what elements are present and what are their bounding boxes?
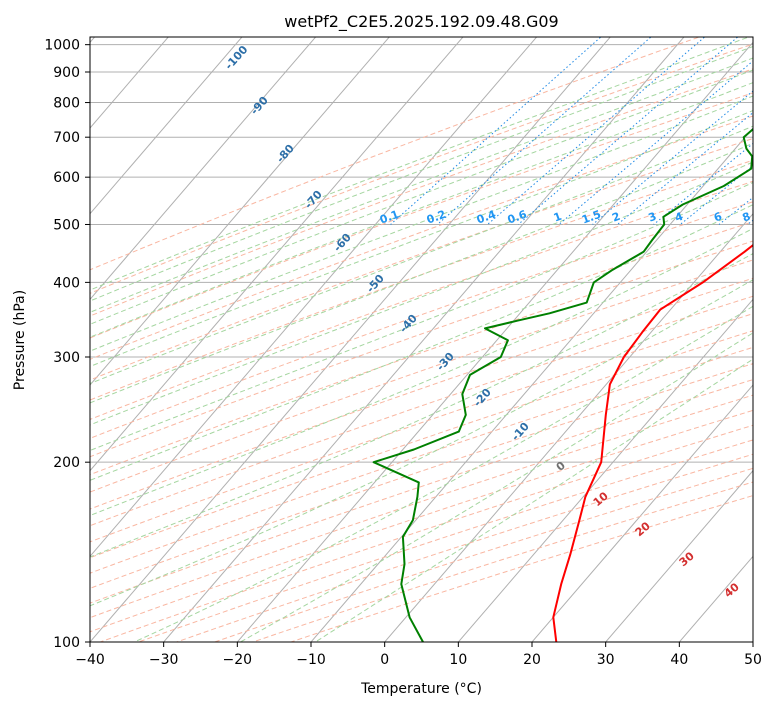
moist-adiabat-line bbox=[90, 181, 753, 452]
axes: −40 −30 −20 −10 0 10 20 30 40 5010020030040050060… bbox=[44, 38, 762, 668]
mixing-ratio-label: 0.4 bbox=[475, 208, 498, 227]
dry-adiabat-line bbox=[90, 240, 753, 476]
moist-adiabat-line bbox=[315, 358, 753, 642]
isobar-isotherm-grid bbox=[90, 37, 753, 642]
mixing-ratio-line bbox=[558, 60, 753, 225]
moist-adiabat-line bbox=[90, 82, 753, 338]
moist-adiabat-line bbox=[90, 204, 753, 481]
mixing-ratio-label: 4 bbox=[673, 210, 685, 225]
moist-adiabat-line bbox=[90, 45, 753, 302]
moist-adiabat-line bbox=[90, 161, 753, 426]
isotherm-line bbox=[163, 37, 685, 642]
isotherm-line bbox=[90, 37, 390, 386]
x-tick-label: 30 bbox=[597, 652, 615, 668]
dry-adiabat-line bbox=[90, 259, 753, 493]
mixing-ratio-label: 1 bbox=[552, 210, 564, 225]
dry-adiabat-line bbox=[90, 394, 753, 619]
mixing-ratio-label: 0.6 bbox=[506, 208, 529, 227]
isotherm-line bbox=[90, 37, 317, 301]
mixing-ratio-line bbox=[487, 37, 706, 225]
isotherm-line bbox=[384, 212, 753, 642]
temperature-line bbox=[552, 243, 753, 642]
dry-adiabat-line bbox=[90, 180, 753, 420]
y-tick-label: 100 bbox=[53, 635, 80, 651]
plot-frame bbox=[89, 36, 754, 643]
x-tick-label: 40 bbox=[670, 652, 688, 668]
mixing-ratio-label: 8 bbox=[741, 210, 753, 225]
moist-adiabat-line bbox=[90, 109, 753, 368]
isotherm-line bbox=[605, 469, 753, 642]
mixing-ratio-line bbox=[437, 37, 652, 225]
isotherm-line bbox=[90, 37, 464, 472]
x-tick-label: −10 bbox=[296, 652, 326, 668]
y-tick-label: 800 bbox=[53, 96, 80, 112]
mixing-ratio-label: 3 bbox=[647, 210, 659, 225]
sounding-series bbox=[372, 127, 753, 642]
x-tick-label: −30 bbox=[149, 652, 179, 668]
moist-adiabat-line bbox=[90, 37, 750, 291]
isotherm-line bbox=[90, 37, 243, 215]
dry-adiabat-line bbox=[90, 201, 753, 439]
x-tick-label: 50 bbox=[744, 652, 762, 668]
x-tick-label: 10 bbox=[449, 652, 467, 668]
x-axis-label: Temperature (°C) bbox=[360, 681, 482, 697]
isotherm-line bbox=[531, 384, 753, 642]
mixing-ratio-lines bbox=[390, 37, 753, 225]
mixing-ratio-line bbox=[517, 37, 739, 225]
dry-adiabat-line bbox=[90, 68, 753, 317]
isotherm-line bbox=[90, 37, 538, 558]
dry-adiabat-line bbox=[90, 379, 753, 604]
y-tick-label: 300 bbox=[53, 350, 80, 366]
y-tick-label: 1000 bbox=[44, 38, 80, 54]
dry-adiabat-line bbox=[90, 277, 753, 510]
mixing-ratio-line bbox=[617, 111, 753, 225]
isotherm-line bbox=[457, 298, 753, 642]
x-tick-label: 20 bbox=[523, 652, 541, 668]
x-tick-label: −40 bbox=[75, 652, 105, 668]
dry-adiabat-line bbox=[90, 37, 701, 271]
dry-adiabat-line bbox=[90, 115, 753, 360]
mixing-ratio-label: 0.1 bbox=[378, 208, 401, 227]
dry-adiabat-line bbox=[90, 330, 753, 559]
y-tick-label: 500 bbox=[53, 217, 80, 233]
moist-adiabat-line bbox=[90, 69, 753, 325]
mixing-ratio-label: 6 bbox=[712, 210, 724, 225]
y-axis-label: Pressure (hPa) bbox=[12, 290, 28, 390]
dry-adiabat-line bbox=[90, 313, 753, 543]
dry-adiabat-line bbox=[90, 221, 753, 458]
mixing-ratio-line bbox=[390, 37, 602, 225]
y-tick-label: 600 bbox=[53, 170, 80, 186]
isotherm-line bbox=[90, 37, 611, 642]
x-tick-label: −20 bbox=[223, 652, 253, 668]
y-tick-label: 700 bbox=[53, 130, 80, 146]
moist-adiabat-line bbox=[90, 227, 753, 517]
plot-area: -100-90-80-70-60-50-40-30-20-100.1 0.2 0.4… bbox=[90, 37, 753, 642]
isotherm-line bbox=[236, 41, 753, 642]
moist-adiabats bbox=[90, 37, 753, 642]
chart-title: wetPf2_C2E5.2025.192.09.48.G09 bbox=[284, 12, 558, 32]
mixing-ratio-label: 2 bbox=[610, 210, 622, 225]
dry-adiabats bbox=[90, 37, 753, 642]
y-tick-label: 900 bbox=[53, 65, 80, 81]
dry-adiabat-line bbox=[90, 159, 753, 401]
y-tick-label: 400 bbox=[53, 275, 80, 291]
moist-adiabat-line bbox=[90, 279, 753, 607]
mixing-ratio-label: 1.5 bbox=[580, 208, 603, 227]
dry-adiabat-line bbox=[90, 43, 753, 294]
moist-adiabat-line bbox=[90, 95, 753, 352]
dewpoint-line bbox=[372, 127, 753, 642]
dry-adiabat-line bbox=[90, 346, 753, 574]
dry-adiabat-line bbox=[90, 295, 753, 527]
x-tick-label: 0 bbox=[380, 652, 389, 668]
moist-adiabat-line bbox=[90, 125, 753, 385]
dry-adiabat-line bbox=[90, 363, 753, 589]
moist-adiabat-line bbox=[90, 142, 753, 404]
mixing-ratio-label: 0.2 bbox=[425, 208, 448, 227]
moist-adiabat-line bbox=[90, 57, 753, 313]
y-tick-label: 200 bbox=[53, 455, 80, 471]
